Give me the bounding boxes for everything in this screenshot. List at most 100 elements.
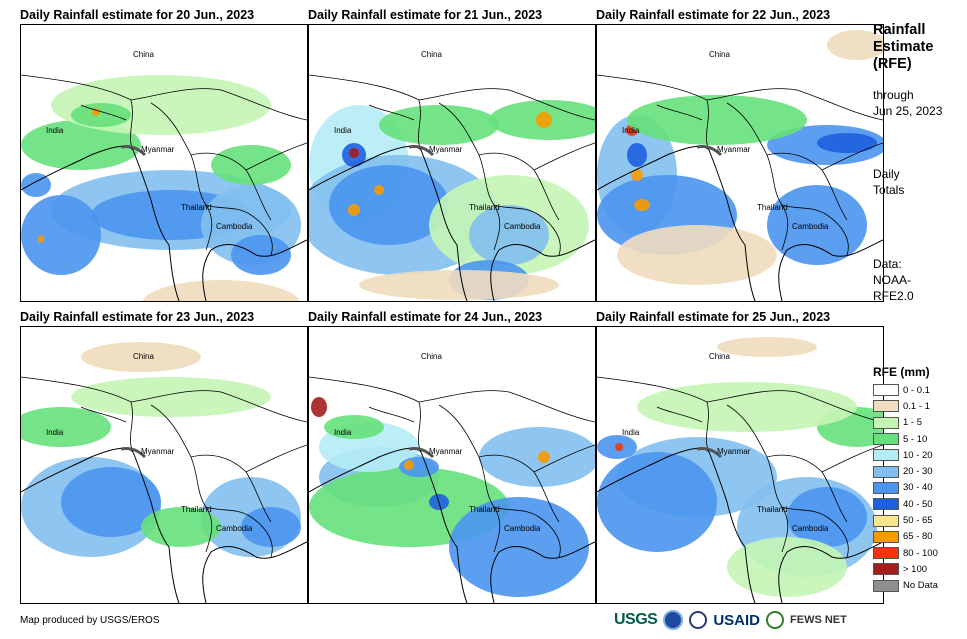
- legend-swatch: [873, 465, 899, 478]
- rainfall-layer: [309, 397, 595, 597]
- legend-swatch: [873, 547, 899, 560]
- country-label-china: China: [133, 50, 154, 59]
- rainfall-patch: [631, 169, 643, 181]
- legend-label: 0 - 0.1: [903, 384, 930, 396]
- data-line3: RFE2.0: [873, 289, 914, 303]
- rainfall-patch: [141, 507, 221, 547]
- coastline: [202, 239, 307, 301]
- delta-region: [408, 145, 435, 157]
- country-border: [205, 506, 273, 558]
- country-label-thailand: Thailand: [757, 203, 788, 212]
- through-date: Jun 25, 2023: [873, 104, 943, 118]
- rainfall-patch: [359, 270, 559, 300]
- coastline: [202, 541, 307, 603]
- legend-swatch: [873, 530, 899, 543]
- legend-item: 20 - 30: [873, 463, 938, 479]
- legend-swatch: [873, 498, 899, 511]
- rainfall-map: China India Myanmar Thailand Cambodia: [596, 24, 884, 302]
- coastline: [490, 239, 595, 301]
- country-border: [597, 376, 883, 423]
- legend-label: 80 - 100: [903, 547, 938, 559]
- legend-label: 50 - 65: [903, 515, 933, 527]
- rainfall-patch: [637, 382, 857, 432]
- country-border: [656, 104, 703, 121]
- coastline: [21, 145, 180, 301]
- country-label-cambodia: Cambodia: [216, 524, 253, 533]
- country-border: [656, 406, 703, 423]
- country-border: [80, 104, 127, 121]
- panel-title: Daily Rainfall estimate for 22 Jun., 202…: [596, 8, 831, 22]
- rainfall-patch: [469, 205, 549, 265]
- rainfall-patch: [379, 105, 499, 145]
- rainfall-patch: [38, 235, 44, 243]
- rainfall-layer: [597, 30, 883, 285]
- rainfall-map-graphic: China India Myanmar Thailand Cambodia: [309, 327, 595, 603]
- rainfall-patch: [717, 337, 817, 357]
- panel-title: Daily Rainfall estimate for 25 Jun., 202…: [596, 310, 831, 324]
- country-border: [493, 204, 561, 256]
- country-border: [80, 406, 127, 423]
- legend-swatch: [873, 400, 899, 413]
- country-border: [493, 506, 561, 558]
- country-label-myanmar: Myanmar: [141, 145, 175, 154]
- legend-label: 20 - 30: [903, 466, 933, 478]
- rainfall-layer: [597, 337, 883, 597]
- rainfall-map-graphic: China India Myanmar Thailand Cambodia: [21, 25, 307, 301]
- country-label-india: India: [46, 428, 64, 437]
- side-title: Rainfall Estimate (RFE): [873, 22, 933, 73]
- legend-item: 10 - 20: [873, 447, 938, 463]
- country-label-india: India: [334, 428, 352, 437]
- country-border: [205, 204, 273, 256]
- country-label-india: India: [334, 126, 352, 135]
- country-label-myanmar: Myanmar: [429, 145, 463, 154]
- rainfall-map: China India Myanmar Thailand Cambodia: [308, 24, 596, 302]
- legend-item: 40 - 50: [873, 496, 938, 512]
- legend-swatch: [873, 384, 899, 397]
- country-border: [597, 74, 883, 121]
- rainfall-map: China India Myanmar Thailand Cambodia: [20, 24, 308, 302]
- country-label-myanmar: Myanmar: [717, 447, 751, 456]
- country-border: [438, 404, 501, 553]
- country-border: [821, 444, 883, 473]
- totals-line1: Daily: [873, 167, 900, 181]
- country-border: [245, 444, 307, 473]
- rainfall-patch: [617, 225, 777, 285]
- legend: RFE (mm) 0 - 0.1 0.1 - 1 1 - 5 5 - 10 10 - 2…: [873, 365, 938, 594]
- country-label-cambodia: Cambodia: [792, 222, 829, 231]
- legend-item: 1 - 5: [873, 415, 938, 431]
- country-border: [21, 74, 307, 121]
- rainfall-map: China India Myanmar Thailand Cambodia: [308, 326, 596, 604]
- country-border: [781, 204, 849, 256]
- legend-swatch: [873, 416, 899, 429]
- coastline: [597, 145, 756, 301]
- rainfall-map-graphic: China India Myanmar Thailand Cambodia: [309, 25, 595, 301]
- totals-info: Daily Totals: [873, 166, 904, 198]
- side-title-line3: (RFE): [873, 56, 912, 72]
- legend-item: 65 - 80: [873, 529, 938, 545]
- legend-swatch: [873, 449, 899, 462]
- rainfall-map-graphic: China India Myanmar Thailand Cambodia: [597, 327, 883, 603]
- rainfall-patch: [827, 30, 883, 60]
- rainfall-patch: [142, 280, 300, 301]
- country-label-cambodia: Cambodia: [216, 222, 253, 231]
- country-label-india: India: [622, 428, 640, 437]
- logo-strip: USGS USAID FEWS NET: [614, 608, 847, 632]
- country-label-china: China: [709, 352, 730, 361]
- rainfall-patch: [538, 451, 550, 463]
- rainfall-patch: [71, 103, 131, 127]
- coastline: [21, 447, 180, 603]
- legend-item: 0.1 - 1: [873, 398, 938, 414]
- coastline: [778, 541, 883, 603]
- rainfall-patch: [374, 185, 384, 195]
- rainfall-layer: [21, 342, 301, 557]
- rainfall-patch: [348, 204, 360, 216]
- delta-region: [408, 447, 435, 459]
- rainfall-patch: [817, 133, 877, 153]
- legend-title: RFE (mm): [873, 365, 930, 379]
- rainfall-patch: [231, 235, 291, 275]
- country-label-thailand: Thailand: [757, 505, 788, 514]
- data-source: Data: NOAA- RFE2.0: [873, 256, 914, 304]
- country-label-cambodia: Cambodia: [504, 222, 541, 231]
- rainfall-map-graphic: China India Myanmar Thailand Cambodia: [597, 25, 883, 301]
- country-label-myanmar: Myanmar: [141, 447, 175, 456]
